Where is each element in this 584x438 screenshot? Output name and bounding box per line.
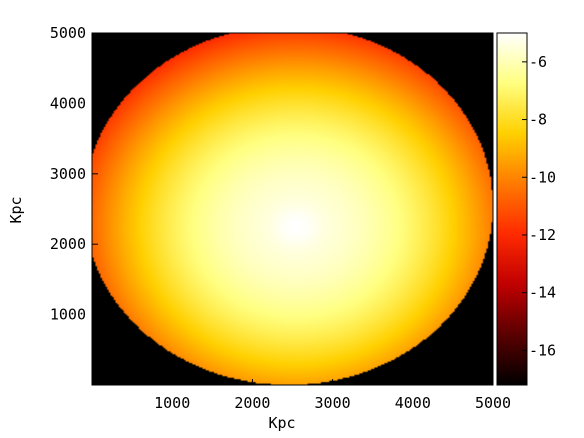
y-axis-ticks: 1000 2000 3000 4000 5000 (50, 24, 98, 324)
y-tick-label: 2000 (50, 235, 86, 253)
colorbar-tick-label: -6 (529, 53, 547, 71)
colorbar-frame (496, 32, 528, 386)
y-tick-label: 3000 (50, 165, 86, 183)
colorbar-tick-label: -16 (529, 341, 556, 359)
heatmap-image (92, 33, 493, 385)
x-tick-label: 1000 (154, 394, 190, 412)
plot-frame (91, 32, 494, 386)
colorbar-tick-label: -14 (529, 284, 556, 302)
colorbar-tick-label: -10 (529, 168, 556, 186)
y-axis-label: Kpc (7, 196, 25, 223)
colorbar-gradient (497, 33, 527, 385)
x-tick-label: 3000 (315, 394, 351, 412)
colorbar-tick-label: -12 (529, 226, 556, 244)
x-axis-label: Kpc (268, 414, 295, 432)
x-tick-label: 4000 (395, 394, 431, 412)
x-tick-label: 2000 (234, 394, 270, 412)
colorbar-tick-label: -8 (529, 111, 547, 129)
colorbar-ticks: -6 -8 -10 -12 -14 -16 (522, 53, 556, 359)
y-tick-label: 5000 (50, 24, 86, 42)
y-tick-label: 1000 (50, 306, 86, 324)
y-tick-label: 4000 (50, 94, 86, 112)
x-axis-ticks: 1000 2000 3000 4000 5000 (154, 379, 511, 412)
x-tick-label: 5000 (475, 394, 511, 412)
